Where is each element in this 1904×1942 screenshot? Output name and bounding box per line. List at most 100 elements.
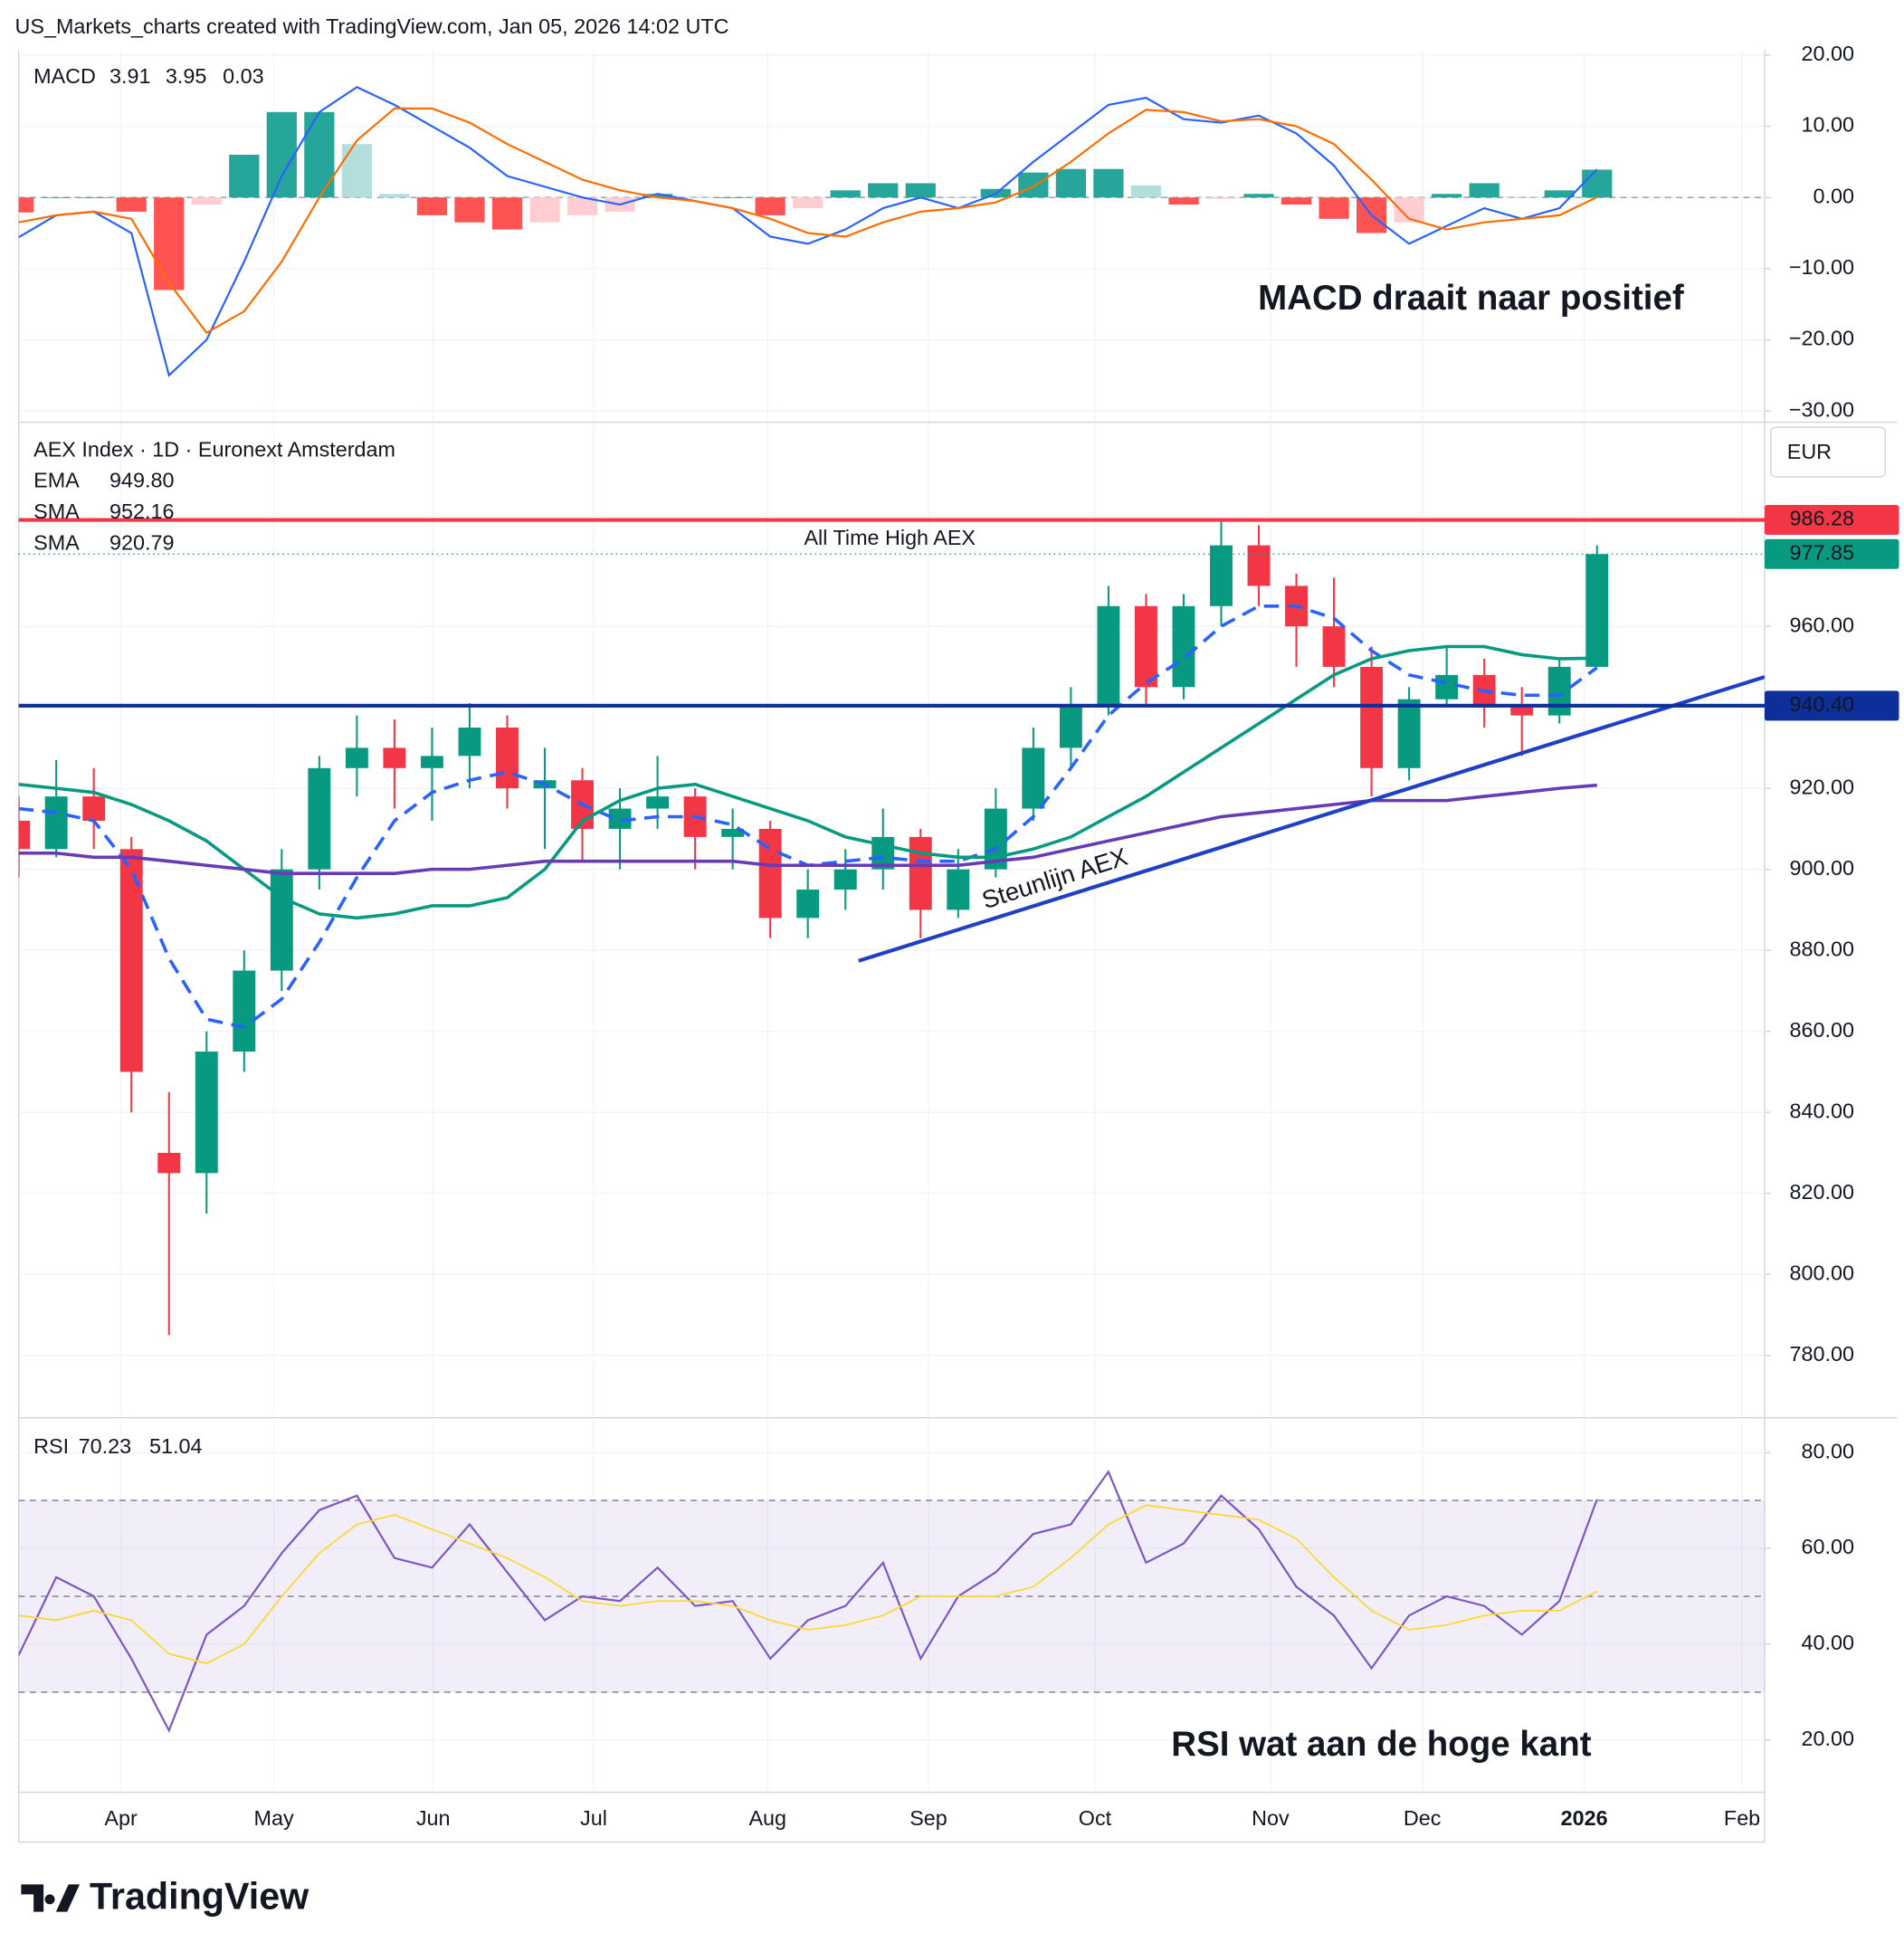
x-tick-label: 2026 xyxy=(1561,1806,1608,1830)
y-tick-label: 840.00 xyxy=(1790,1099,1854,1122)
legend-value: 949.80 xyxy=(109,469,174,492)
frame xyxy=(17,50,1899,1843)
histogram-bar xyxy=(416,197,448,215)
legend-name: SMA xyxy=(33,500,80,523)
candle-body xyxy=(18,820,31,850)
plot-area xyxy=(18,423,1765,1417)
series-line xyxy=(18,644,1597,920)
histogram-bar xyxy=(266,111,297,198)
y-tick-label: −10.00 xyxy=(1789,255,1854,279)
currency: EUR xyxy=(1787,440,1832,463)
annotation: All Time High AEX xyxy=(804,526,976,549)
x-tick-label: Jul xyxy=(580,1806,607,1830)
candle-body xyxy=(44,796,68,850)
y-tick-label: 20.00 xyxy=(1802,1727,1854,1750)
histogram-bar xyxy=(341,144,372,198)
candle-body xyxy=(383,747,406,768)
header: US_Markets_charts created with TradingVi… xyxy=(15,14,729,38)
plot-area xyxy=(18,1419,1765,1793)
candle-body xyxy=(1022,747,1045,809)
histogram-bar xyxy=(116,197,147,212)
candle-body xyxy=(157,1152,181,1174)
histogram-bar xyxy=(1582,169,1613,198)
legend-value: 920.79 xyxy=(109,530,174,554)
candle-body xyxy=(1510,707,1534,716)
x-tick-label: Oct xyxy=(1079,1806,1112,1830)
series-line xyxy=(18,85,1598,377)
histogram-bar xyxy=(905,183,936,198)
histogram-bar xyxy=(379,194,410,198)
price-label: 977.85 xyxy=(1790,540,1854,564)
candle-body xyxy=(270,869,293,971)
y-tick-label: 900.00 xyxy=(1790,856,1854,880)
histogram-bar xyxy=(529,197,560,223)
legend-value: 51.04 xyxy=(149,1434,202,1458)
legend-title: AEX Index · 1D · Euronext Amsterdam xyxy=(33,437,395,461)
x-tick-label: Feb xyxy=(1724,1806,1760,1830)
legend-value: 70.23 xyxy=(79,1434,131,1458)
y-tick-label: 960.00 xyxy=(1790,613,1854,636)
annotation: MACD draait naar positief xyxy=(1258,279,1684,318)
histogram-bar xyxy=(943,197,974,198)
candle-body xyxy=(1360,666,1384,768)
candle-body xyxy=(195,1052,218,1174)
candle-body xyxy=(420,756,443,768)
histogram-bar xyxy=(642,194,673,198)
y-tick-label: −30.00 xyxy=(1789,397,1854,421)
logo: TradingView xyxy=(21,1876,309,1918)
legend-value: 952.16 xyxy=(109,500,174,523)
candle-body xyxy=(909,836,932,910)
candle-body xyxy=(1172,605,1195,688)
x-tick-label: May xyxy=(254,1806,294,1830)
histogram-bar xyxy=(1205,197,1237,199)
candle-body xyxy=(646,796,670,809)
x-tick-label: Aug xyxy=(748,1806,786,1830)
histogram-bar xyxy=(1280,197,1312,205)
histogram-bar xyxy=(191,197,222,205)
y-tick-label: 920.00 xyxy=(1790,775,1854,798)
histogram-bar xyxy=(18,197,34,213)
candle-body xyxy=(82,796,106,821)
legend-value: 0.03 xyxy=(223,64,263,88)
y-tick-label: 60.00 xyxy=(1802,1535,1854,1558)
y-tick-label: 820.00 xyxy=(1790,1180,1854,1204)
x-tick-label: Nov xyxy=(1252,1806,1290,1830)
candle-body xyxy=(345,747,368,768)
candle-body xyxy=(1397,699,1421,768)
candle-body xyxy=(608,808,632,829)
logo-icon xyxy=(21,1884,81,1912)
candle-body xyxy=(458,728,481,757)
histogram-bar xyxy=(1319,197,1349,219)
candle-body xyxy=(721,828,745,837)
histogram-bar xyxy=(1432,194,1462,198)
histogram-bar xyxy=(454,197,485,223)
x-tick-label: Apr xyxy=(104,1806,138,1830)
annotation: RSI wat aan de hoge kant xyxy=(1171,1725,1591,1764)
rsi-band xyxy=(18,1500,1765,1692)
panel: 960.00940.00920.00900.00880.00860.00840.… xyxy=(18,423,1899,1417)
candle-body xyxy=(1097,605,1120,708)
candle-body xyxy=(833,869,857,890)
level-label: 986.28 xyxy=(1790,507,1854,530)
y-tick-label: 860.00 xyxy=(1790,1018,1854,1042)
candle-body xyxy=(1210,545,1233,606)
histogram-bar xyxy=(1093,168,1124,198)
legend-name: SMA xyxy=(33,530,80,554)
series-line xyxy=(18,107,1598,335)
candle-body xyxy=(233,970,256,1052)
x-tick-label: Sep xyxy=(909,1806,947,1830)
y-tick-label: 880.00 xyxy=(1790,937,1854,960)
currency-box xyxy=(1770,426,1887,478)
trendline xyxy=(858,675,1765,963)
candle-body xyxy=(1134,605,1157,688)
legend-name: EMA xyxy=(33,469,80,492)
legend-value: 3.95 xyxy=(166,64,206,88)
candle-body xyxy=(1059,707,1082,748)
histogram-bar xyxy=(41,197,71,198)
candle-body xyxy=(947,869,970,910)
y-tick-label: 10.00 xyxy=(1802,113,1854,137)
y-tick-label: −20.00 xyxy=(1789,327,1854,350)
y-tick-label: 0.00 xyxy=(1814,184,1854,207)
